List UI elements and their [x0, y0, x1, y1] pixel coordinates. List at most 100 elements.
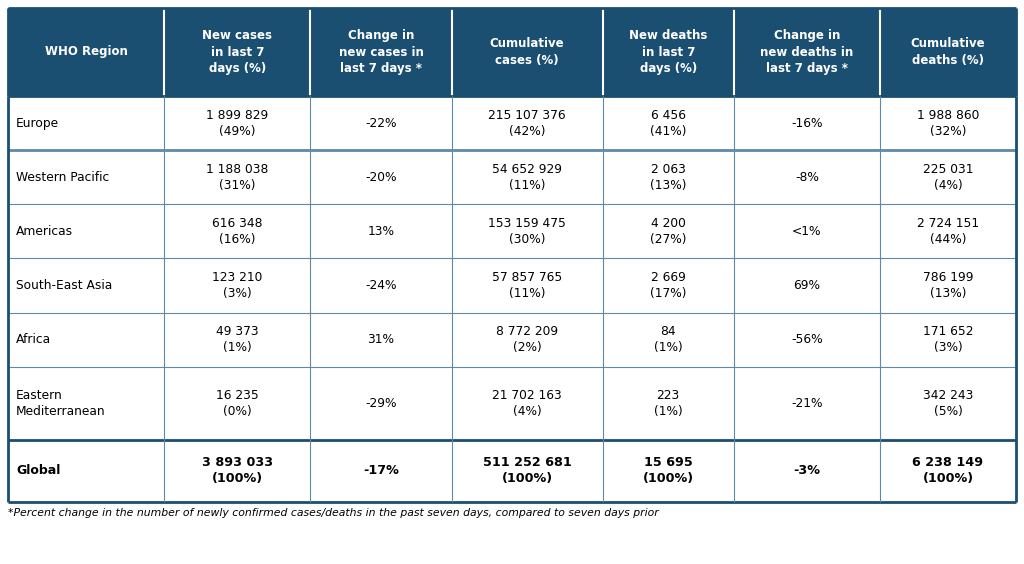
Bar — [603, 312, 734, 367]
Bar — [8, 440, 164, 502]
Bar — [734, 96, 880, 150]
Bar — [452, 204, 603, 258]
Bar — [164, 440, 310, 502]
Text: Africa: Africa — [16, 333, 51, 346]
Text: 15 695
(100%): 15 695 (100%) — [643, 456, 694, 486]
Bar — [880, 312, 1016, 367]
Text: 223
(1%): 223 (1%) — [654, 389, 683, 418]
Bar — [603, 367, 734, 440]
Text: 4 200
(27%): 4 200 (27%) — [650, 217, 686, 246]
Bar — [8, 96, 164, 150]
Bar — [164, 258, 310, 312]
Text: 2 063
(13%): 2 063 (13%) — [650, 162, 686, 192]
Text: New deaths
in last 7
days (%): New deaths in last 7 days (%) — [629, 29, 708, 75]
Text: 616 348
(16%): 616 348 (16%) — [212, 217, 262, 246]
Bar — [880, 96, 1016, 150]
Text: 786 199
(13%): 786 199 (13%) — [923, 271, 973, 300]
Bar — [8, 204, 164, 258]
Bar — [734, 8, 880, 96]
Text: Change in
new deaths in
last 7 days *: Change in new deaths in last 7 days * — [760, 29, 853, 75]
Bar — [8, 367, 164, 440]
Bar — [452, 258, 603, 312]
Text: Americas: Americas — [16, 225, 73, 238]
Bar — [603, 258, 734, 312]
Text: 8 772 209
(2%): 8 772 209 (2%) — [496, 325, 558, 354]
Bar — [452, 96, 603, 150]
Text: *Percent change in the number of newly confirmed cases/deaths in the past seven : *Percent change in the number of newly c… — [8, 508, 658, 518]
Bar — [8, 258, 164, 312]
Text: 1 899 829
(49%): 1 899 829 (49%) — [206, 108, 268, 138]
Text: -56%: -56% — [791, 333, 822, 346]
Text: 49 373
(1%): 49 373 (1%) — [216, 325, 259, 354]
Text: 3 893 033
(100%): 3 893 033 (100%) — [202, 456, 272, 486]
Text: Cumulative
cases (%): Cumulative cases (%) — [489, 37, 564, 67]
Bar — [8, 312, 164, 367]
Bar — [164, 204, 310, 258]
Bar — [452, 440, 603, 502]
Bar — [164, 8, 310, 96]
Text: Change in
new cases in
last 7 days *: Change in new cases in last 7 days * — [339, 29, 423, 75]
Bar — [880, 8, 1016, 96]
Text: 6 456
(41%): 6 456 (41%) — [650, 108, 686, 138]
Text: 153 159 475
(30%): 153 159 475 (30%) — [488, 217, 566, 246]
Text: South-East Asia: South-East Asia — [16, 279, 113, 292]
Text: -3%: -3% — [794, 464, 820, 477]
Text: Cumulative
deaths (%): Cumulative deaths (%) — [910, 37, 985, 67]
Bar — [310, 258, 452, 312]
Text: 57 857 765
(11%): 57 857 765 (11%) — [492, 271, 562, 300]
Text: -21%: -21% — [792, 396, 822, 409]
Text: 511 252 681
(100%): 511 252 681 (100%) — [482, 456, 571, 486]
Text: 69%: 69% — [794, 279, 820, 292]
Text: 1 188 038
(31%): 1 188 038 (31%) — [206, 162, 268, 192]
Text: 84
(1%): 84 (1%) — [654, 325, 683, 354]
Bar — [603, 96, 734, 150]
Bar — [734, 150, 880, 204]
Text: Western Pacific: Western Pacific — [16, 171, 110, 184]
Bar — [164, 367, 310, 440]
Bar — [603, 440, 734, 502]
Text: -22%: -22% — [366, 117, 396, 130]
Bar — [164, 96, 310, 150]
Bar — [880, 204, 1016, 258]
Text: 2 669
(17%): 2 669 (17%) — [650, 271, 686, 300]
Text: Europe: Europe — [16, 117, 59, 130]
Bar — [310, 150, 452, 204]
Bar — [734, 258, 880, 312]
Text: 6 238 149
(100%): 6 238 149 (100%) — [912, 456, 983, 486]
Bar — [603, 204, 734, 258]
Text: 1 988 860
(32%): 1 988 860 (32%) — [916, 108, 979, 138]
Text: -20%: -20% — [366, 171, 396, 184]
Bar — [310, 96, 452, 150]
Bar — [880, 367, 1016, 440]
Text: -16%: -16% — [792, 117, 822, 130]
Text: -8%: -8% — [795, 171, 819, 184]
Text: -17%: -17% — [364, 464, 399, 477]
Bar — [452, 312, 603, 367]
Text: Global: Global — [16, 464, 60, 477]
Bar — [603, 8, 734, 96]
Bar — [734, 367, 880, 440]
Text: 21 702 163
(4%): 21 702 163 (4%) — [493, 389, 562, 418]
Bar — [8, 150, 164, 204]
Bar — [880, 150, 1016, 204]
Bar — [8, 8, 164, 96]
Bar — [452, 150, 603, 204]
Text: -24%: -24% — [366, 279, 396, 292]
Text: Eastern
Mediterranean: Eastern Mediterranean — [16, 389, 105, 418]
Text: 225 031
(4%): 225 031 (4%) — [923, 162, 973, 192]
Bar — [310, 367, 452, 440]
Bar — [734, 204, 880, 258]
Bar — [880, 440, 1016, 502]
Bar — [734, 440, 880, 502]
Text: -29%: -29% — [366, 396, 396, 409]
Text: 13%: 13% — [368, 225, 394, 238]
Bar — [164, 150, 310, 204]
Bar — [164, 312, 310, 367]
Text: 54 652 929
(11%): 54 652 929 (11%) — [493, 162, 562, 192]
Text: 16 235
(0%): 16 235 (0%) — [216, 389, 259, 418]
Text: WHO Region: WHO Region — [45, 46, 128, 59]
Bar — [310, 204, 452, 258]
Text: 2 724 151
(44%): 2 724 151 (44%) — [916, 217, 979, 246]
Bar — [734, 312, 880, 367]
Bar — [310, 8, 452, 96]
